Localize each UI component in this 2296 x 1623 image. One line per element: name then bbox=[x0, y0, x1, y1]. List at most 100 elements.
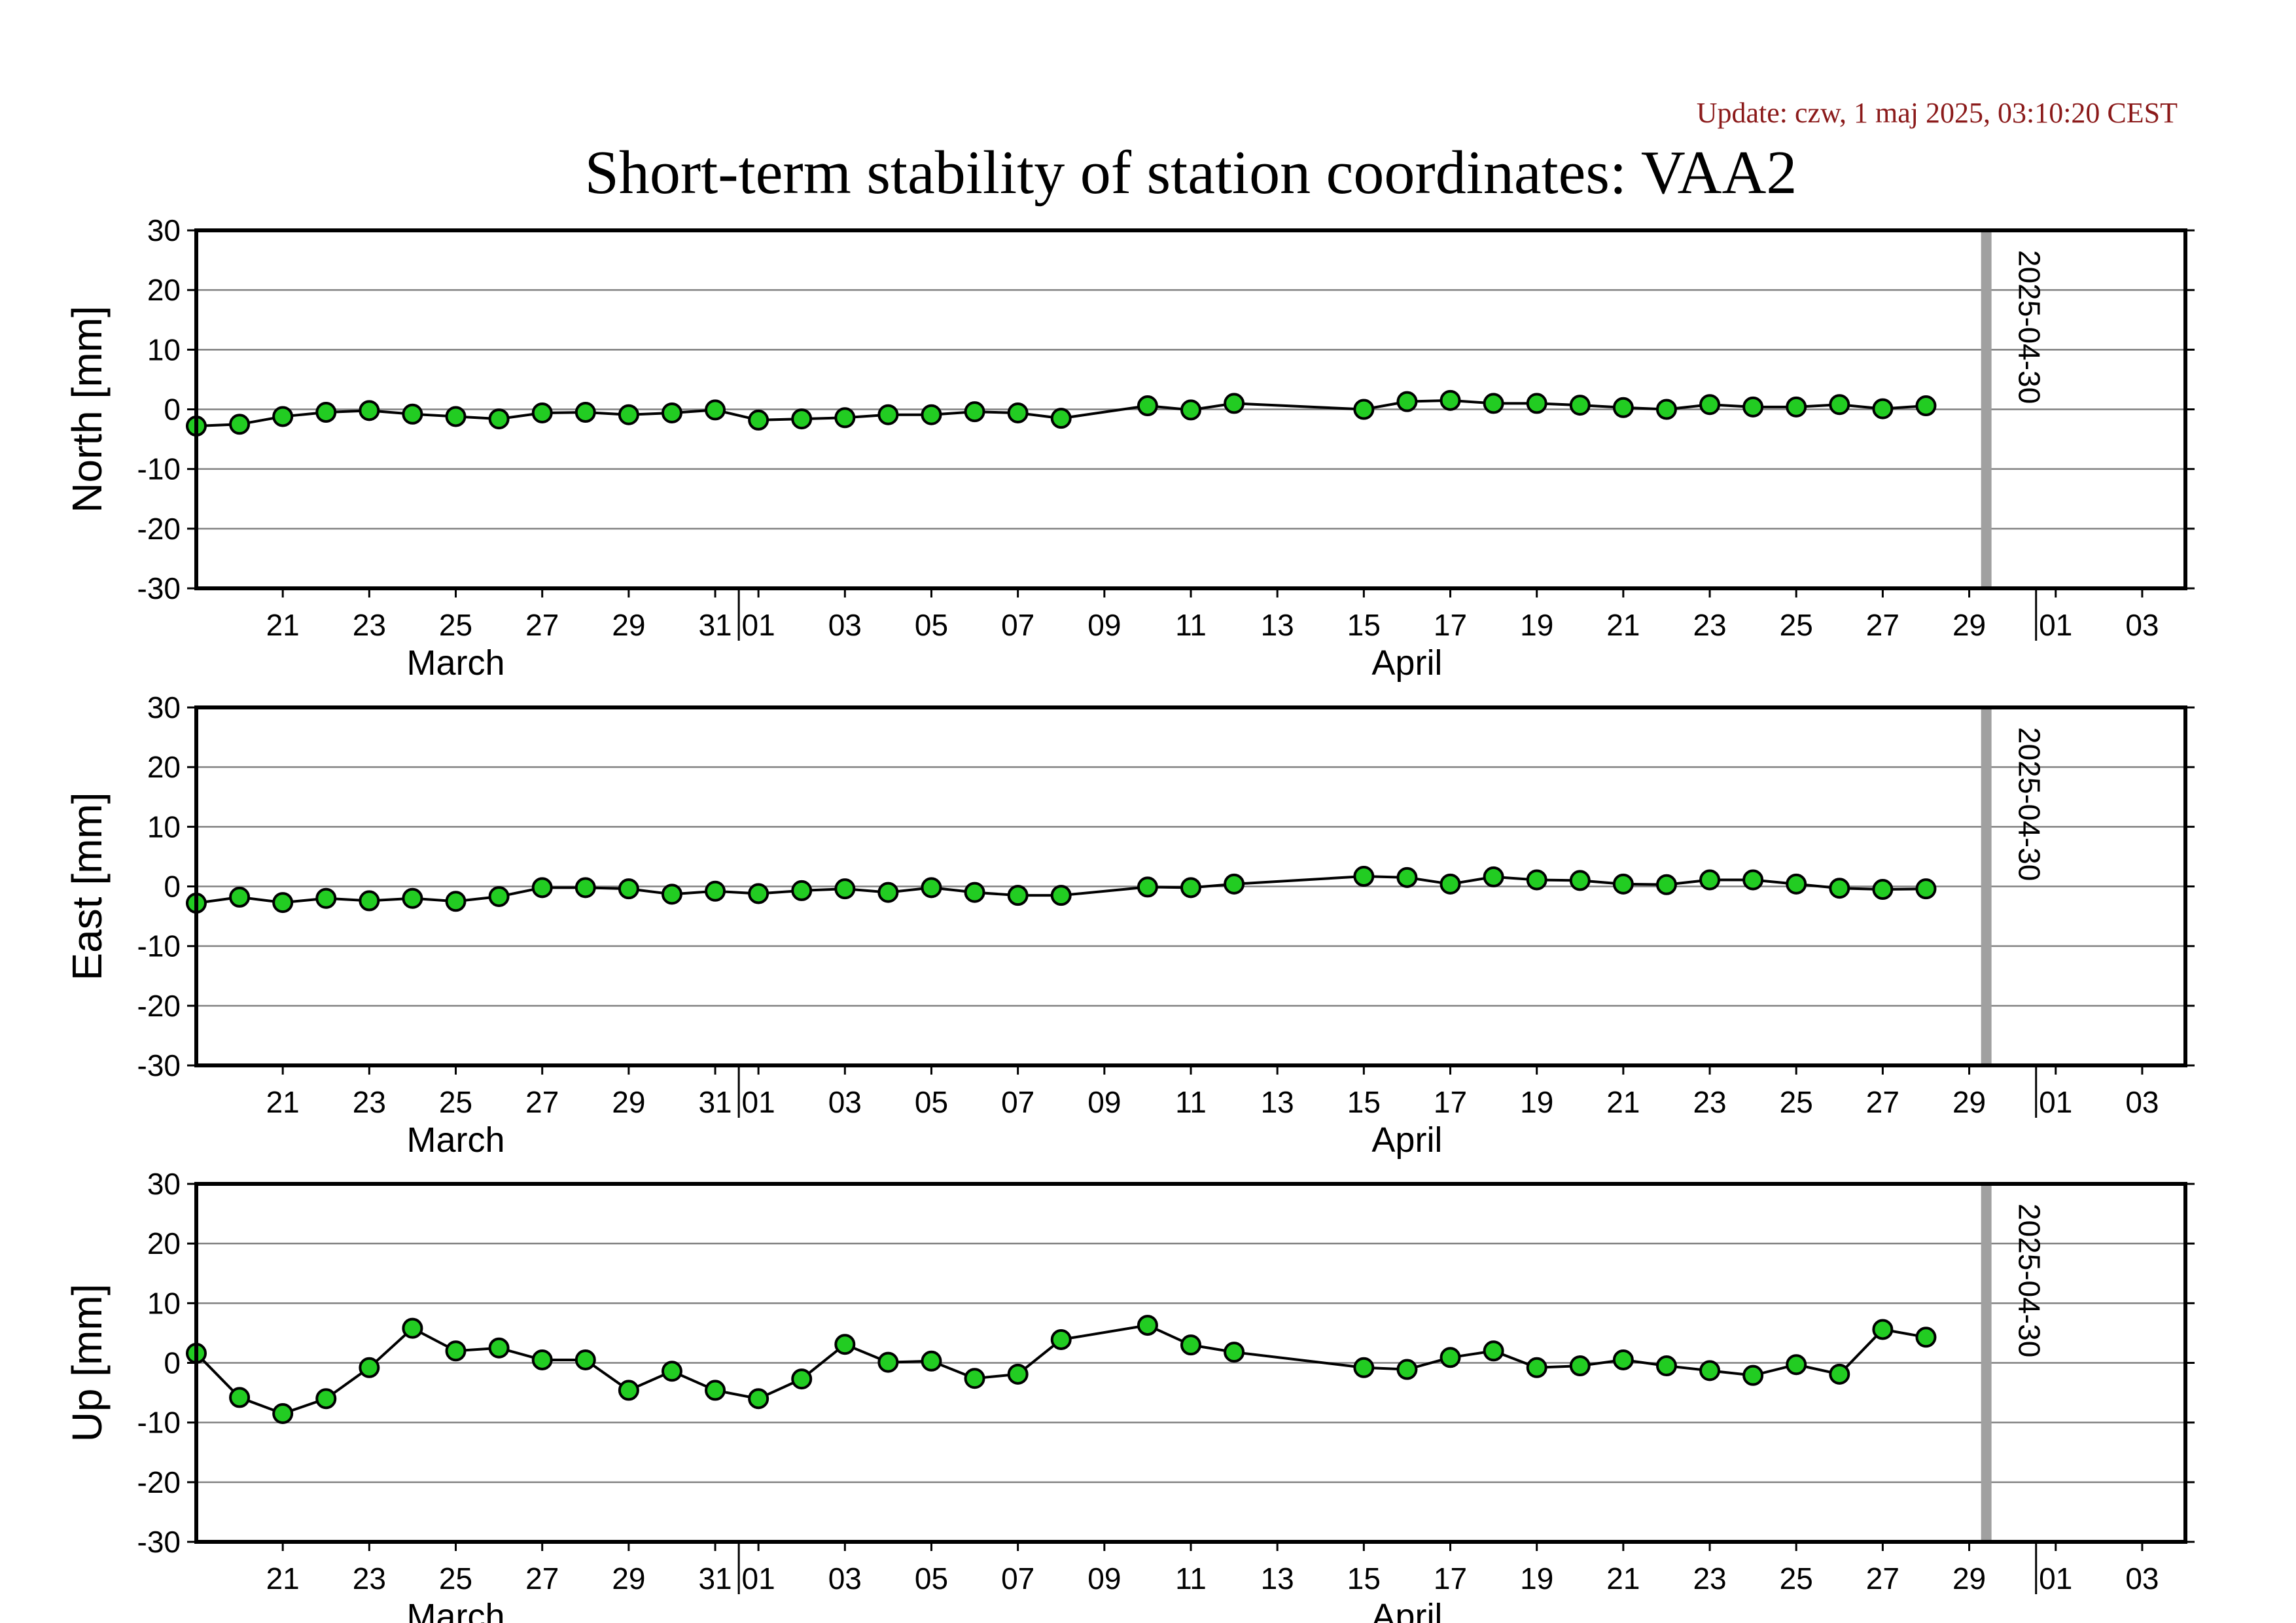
data-point bbox=[229, 414, 251, 435]
data-point bbox=[531, 402, 553, 423]
x-tick-label: 29 bbox=[612, 1561, 645, 1596]
data-point bbox=[1699, 1360, 1721, 1382]
x-tick-label: 21 bbox=[266, 1085, 300, 1119]
data-point bbox=[705, 399, 726, 421]
data-point bbox=[618, 404, 639, 425]
data-point bbox=[1786, 873, 1807, 895]
data-point bbox=[574, 402, 596, 423]
data-point bbox=[964, 882, 985, 903]
data-point bbox=[921, 877, 942, 899]
data-point bbox=[488, 408, 510, 430]
data-point bbox=[1224, 873, 1245, 895]
data-point bbox=[1439, 389, 1461, 411]
chart-title: Short-term stability of station coordina… bbox=[585, 139, 1797, 207]
data-point bbox=[1007, 402, 1029, 423]
x-tick-label: 25 bbox=[1780, 1561, 1813, 1596]
x-tick-label: 15 bbox=[1347, 608, 1381, 642]
x-tick-label: 23 bbox=[1693, 1561, 1726, 1596]
y-tick-label: 0 bbox=[164, 870, 181, 904]
x-tick-label: 17 bbox=[1434, 1561, 1467, 1596]
y-tick-label: 10 bbox=[147, 1286, 181, 1320]
x-tick-label: 07 bbox=[1001, 1561, 1034, 1596]
data-point bbox=[1569, 870, 1591, 891]
data-point bbox=[1353, 1357, 1375, 1378]
x-tick-label: 25 bbox=[1780, 608, 1813, 642]
x-tick-label: 05 bbox=[915, 1561, 948, 1596]
x-tick-label: 11 bbox=[1175, 1085, 1207, 1119]
data-point bbox=[1915, 395, 1937, 417]
x-tick-label: 11 bbox=[1175, 1561, 1207, 1596]
y-tick-label: 20 bbox=[147, 750, 181, 784]
data-point bbox=[1396, 866, 1418, 888]
date-marker-label: 2025-04-30 bbox=[2013, 250, 2047, 404]
data-point bbox=[1483, 866, 1504, 887]
y-tick-label: 30 bbox=[147, 1167, 181, 1201]
x-tick-label: 25 bbox=[439, 1561, 472, 1596]
data-point bbox=[791, 1368, 813, 1390]
data-point bbox=[445, 891, 467, 912]
month-label: March bbox=[407, 643, 505, 683]
y-tick-label: 0 bbox=[164, 1346, 181, 1380]
data-point bbox=[1483, 393, 1504, 414]
y-tick-label: 30 bbox=[147, 213, 181, 247]
data-point bbox=[1224, 393, 1245, 414]
data-point bbox=[402, 1317, 423, 1339]
y-axis-label: Up [mm] bbox=[63, 1284, 111, 1442]
x-tick-label: 21 bbox=[266, 1561, 300, 1596]
x-tick-label: 21 bbox=[266, 608, 300, 642]
data-point bbox=[1439, 1347, 1461, 1368]
y-tick-label: -30 bbox=[137, 1525, 181, 1559]
x-tick-label: 29 bbox=[1952, 608, 1986, 642]
date-marker-label: 2025-04-30 bbox=[2013, 727, 2047, 881]
x-tick-label: 27 bbox=[1866, 1561, 1899, 1596]
x-tick-label: 27 bbox=[1866, 1085, 1899, 1119]
y-axis-label: North [mm] bbox=[63, 306, 111, 512]
data-point bbox=[1483, 1340, 1504, 1362]
data-point bbox=[921, 404, 942, 425]
data-point bbox=[1224, 1342, 1245, 1363]
data-point bbox=[445, 406, 467, 427]
data-point bbox=[1699, 869, 1721, 891]
data-point bbox=[618, 1380, 639, 1401]
y-tick-label: 20 bbox=[147, 1226, 181, 1260]
y-tick-label: -10 bbox=[137, 452, 181, 486]
data-point bbox=[488, 885, 510, 907]
data-point bbox=[748, 1388, 769, 1410]
data-point bbox=[315, 1388, 337, 1410]
data-point bbox=[618, 878, 639, 900]
x-tick-label: 31 bbox=[698, 1085, 732, 1119]
data-point bbox=[877, 882, 899, 903]
x-tick-label: 23 bbox=[353, 608, 386, 642]
data-point bbox=[1439, 873, 1461, 895]
x-tick-label: 01 bbox=[742, 608, 775, 642]
data-point bbox=[921, 1350, 942, 1372]
data-point bbox=[1050, 408, 1072, 429]
data-point bbox=[1786, 1354, 1807, 1376]
y-tick-label: 10 bbox=[147, 332, 181, 366]
data-point bbox=[791, 408, 813, 430]
data-point bbox=[1655, 1355, 1677, 1377]
x-tick-label: 25 bbox=[439, 1085, 472, 1119]
x-tick-label: 01 bbox=[742, 1561, 775, 1596]
data-point bbox=[1742, 869, 1764, 891]
data-point bbox=[359, 890, 380, 912]
x-tick-label: 23 bbox=[353, 1085, 386, 1119]
data-point bbox=[1137, 876, 1158, 898]
x-tick-label: 13 bbox=[1261, 1561, 1294, 1596]
plot-frame bbox=[194, 705, 2187, 1067]
data-point bbox=[1872, 1319, 1894, 1340]
data-point bbox=[1829, 1363, 1850, 1385]
data-point bbox=[1742, 1364, 1764, 1386]
data-point bbox=[1829, 878, 1850, 899]
data-point bbox=[488, 1337, 510, 1359]
y-tick-label: 0 bbox=[164, 393, 181, 427]
y-axis-label: East [mm] bbox=[63, 792, 111, 980]
plot-frame bbox=[194, 1182, 2187, 1544]
data-point bbox=[402, 403, 423, 425]
data-point bbox=[834, 407, 856, 429]
x-tick-label: 15 bbox=[1347, 1085, 1381, 1119]
x-tick-label: 01 bbox=[2039, 608, 2072, 642]
